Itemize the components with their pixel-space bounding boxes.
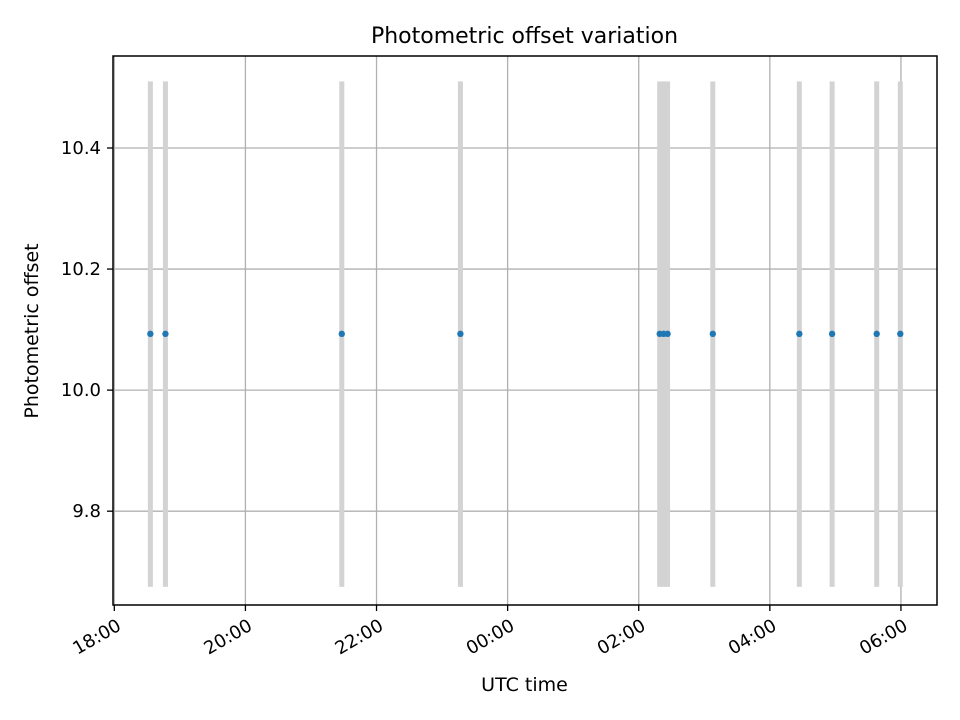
data-point <box>147 330 154 338</box>
grid <box>113 56 937 605</box>
y-tick-label: 10.2 <box>61 259 101 280</box>
x-tick-label: 04:00 <box>725 615 780 659</box>
x-tick-label: 22:00 <box>332 615 387 659</box>
data-point <box>897 330 904 338</box>
x-tick-label: 06:00 <box>856 615 911 659</box>
x-tick-label: 20:00 <box>200 615 255 659</box>
data-point <box>162 330 169 338</box>
plot-frame <box>112 55 938 606</box>
y-axis-label: Photometric offset <box>21 243 43 418</box>
data-point <box>796 330 803 338</box>
data-point <box>709 330 717 338</box>
data-point <box>828 330 836 338</box>
y-tick-label: 10.4 <box>61 138 101 159</box>
data-point <box>457 330 464 338</box>
x-tick-label: 00:00 <box>463 615 518 659</box>
x-tick-label: 18:00 <box>69 615 124 659</box>
y-tick-label: 10.0 <box>61 380 101 401</box>
x-tick-label: 02:00 <box>594 615 649 659</box>
data-points <box>147 330 904 338</box>
chart-title: Photometric offset variation <box>371 24 678 49</box>
axis-ticks: 18:00 20:00 22:00 00:00 02:00 04:00 06:00 9.8 10… <box>61 138 912 659</box>
data-point <box>664 330 671 338</box>
x-axis-label: UTC time <box>481 674 568 696</box>
y-tick-label: 9.8 <box>72 501 101 522</box>
data-point <box>338 330 345 338</box>
data-point <box>873 330 880 338</box>
